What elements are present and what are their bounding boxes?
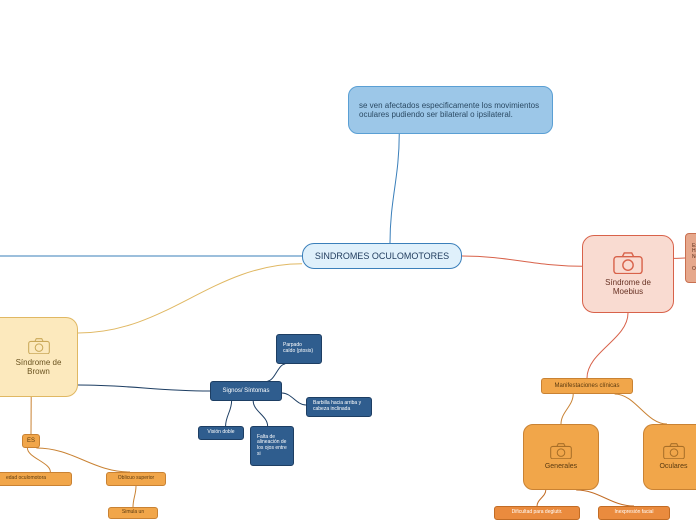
edge [282, 393, 306, 405]
node-label: SINDROMES OCULOMOTORES [315, 251, 449, 261]
node-label: ES [27, 438, 35, 445]
node-vision[interactable]: Visión doble [198, 426, 244, 440]
node-label: Oblicuo superior [118, 476, 154, 482]
edge [390, 134, 399, 243]
node-parpado[interactable]: Parpado caído (ptosis) [276, 334, 322, 364]
edge [78, 264, 302, 333]
edge [462, 256, 582, 266]
edge [78, 385, 210, 391]
node-oblicuo[interactable]: Oblicuo superior [106, 472, 166, 486]
node-note[interactable]: se ven afectados especificamente los mov… [348, 86, 553, 134]
mindmap-canvas: { "nodes":{ "note":{"x":348,"y":86,"w":2… [0, 0, 696, 520]
node-generales[interactable]: Generales [523, 424, 599, 490]
node-falta[interactable]: Falta de alineación de los ojos entre si [250, 426, 294, 466]
node-label: Simula un [122, 510, 144, 516]
node-manif[interactable]: Manifestaciones clínicas [541, 378, 633, 394]
node-moebiusSide[interactable]: Es Ha No Oc [685, 233, 696, 283]
edge [253, 401, 267, 426]
node-label: Manifestaciones clínicas [554, 383, 619, 390]
node-brown[interactable]: Síndrome de Brown [0, 317, 78, 397]
node-oculares[interactable]: Oculares [643, 424, 696, 490]
node-simula[interactable]: Simula un [108, 507, 158, 519]
edge [615, 394, 667, 424]
edge [133, 486, 136, 507]
edge [537, 490, 546, 506]
edge [561, 394, 573, 424]
node-inexpresion[interactable]: Inexpresión facial [598, 506, 670, 520]
node-label: Oculares [650, 463, 696, 471]
edge [576, 490, 634, 506]
node-moebius[interactable]: Síndrome de Moebius [582, 235, 674, 313]
edge [226, 401, 232, 426]
node-label: Dificultad para deglutir. [512, 510, 563, 516]
edge [36, 448, 130, 472]
edge [27, 448, 50, 472]
node-label: se ven afectados especificamente los mov… [359, 101, 542, 119]
node-label: Síndrome de Moebius [589, 278, 667, 296]
node-signos[interactable]: Signos/ Síntomas [210, 381, 282, 401]
node-label: Síndrome de Brown [6, 358, 71, 376]
node-label: Inexpresión facial [615, 510, 654, 516]
node-barbilla[interactable]: Barbilla hacia arriba y cabeza inclinada [306, 397, 372, 417]
edge [587, 313, 628, 378]
node-label: Signos/ Síntomas [222, 388, 269, 395]
node-label: Visión doble [207, 430, 234, 436]
node-label: Generales [530, 463, 592, 471]
node-es[interactable]: ES [22, 434, 40, 448]
edge [268, 364, 286, 381]
node-root[interactable]: SINDROMES OCULOMOTORES [302, 243, 462, 269]
node-enfermedad[interactable]: edad oculomotora [0, 472, 72, 486]
node-label: edad oculomotora [6, 476, 46, 482]
node-label: Barbilla hacia arriba y cabeza inclinada [313, 401, 365, 413]
node-label: Es Ha No Oc [692, 244, 696, 273]
node-dificultad[interactable]: Dificultad para deglutir. [494, 506, 580, 520]
node-label: Falta de alineación de los ojos entre si [257, 435, 287, 458]
node-label: Parpado caído (ptosis) [283, 343, 315, 355]
